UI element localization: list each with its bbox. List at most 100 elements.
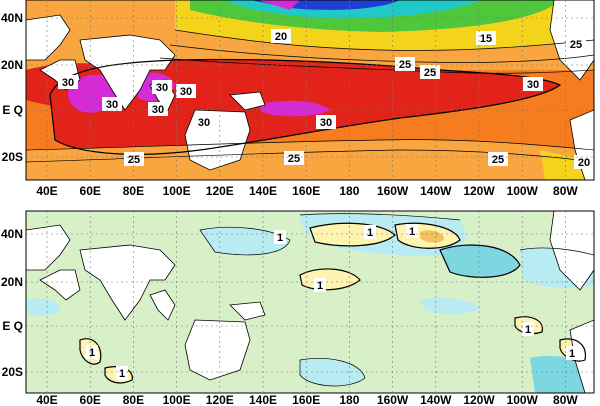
longitude-label: 140W	[420, 393, 452, 406]
longitude-label: 80E	[123, 393, 144, 406]
svg-text:30: 30	[156, 82, 168, 94]
sst-axis-labels: 40E 60E 80E 100E 120E 140E 160E 180 160W 140W 120W…	[1, 11, 578, 198]
svg-text:25: 25	[424, 67, 436, 79]
longitude-label: 40E	[36, 393, 57, 406]
svg-text:1: 1	[317, 280, 323, 292]
svg-text:25: 25	[570, 39, 582, 51]
svg-text:25: 25	[399, 59, 411, 71]
svg-text:25: 25	[288, 153, 300, 165]
longitude-label: 100W	[507, 393, 539, 406]
latitude-label: E Q	[2, 319, 23, 333]
anomaly-contour-labels: 1 1 1 1 1 1 1 1	[86, 224, 578, 380]
sst-map-frame	[25, 0, 595, 181]
svg-text:1: 1	[367, 227, 373, 239]
latitude-label: 20N	[1, 275, 23, 289]
longitude-label: 180	[339, 184, 359, 198]
longitude-label: 140E	[249, 393, 277, 406]
anomaly-map-frame	[25, 210, 595, 394]
contour-label: 1	[406, 224, 418, 238]
anomaly-contours	[79, 213, 594, 387]
anomaly-axis-labels: 40E 60E 80E 100E 120E 140E 160E 180 160W 140W 120W…	[1, 227, 578, 406]
longitude-label: 80W	[553, 393, 578, 406]
contour-label: 1	[274, 230, 286, 244]
negative-region	[440, 245, 520, 278]
contour-label: 25	[395, 57, 415, 71]
contour-label: 1	[364, 225, 376, 239]
contour-label: 30	[194, 115, 214, 129]
negative-region	[420, 298, 480, 315]
svg-text:1: 1	[409, 226, 415, 238]
contour-label: 30	[152, 80, 172, 94]
longitude-label: 160W	[377, 184, 409, 198]
contour-label: 30	[176, 84, 196, 98]
latitude-label: 40N	[1, 227, 23, 241]
longitude-label: 180	[339, 393, 359, 406]
longitude-label: 120W	[463, 184, 495, 198]
hot-patch	[258, 100, 330, 117]
contour-label: 30	[523, 77, 543, 91]
longitude-label: 160E	[292, 393, 320, 406]
svg-text:15: 15	[480, 33, 492, 45]
latitude-label: 20N	[1, 58, 23, 72]
longitude-label: 120E	[206, 393, 234, 406]
contour-label: 1	[522, 322, 534, 336]
svg-text:1: 1	[277, 232, 283, 244]
latitude-label: 20S	[2, 150, 23, 164]
contour-label: 30	[316, 115, 336, 129]
longitude-label: 40E	[36, 184, 57, 198]
contour-label: 1	[314, 278, 326, 292]
longitude-label: 120W	[463, 393, 495, 406]
svg-text:30: 30	[198, 117, 210, 129]
svg-text:30: 30	[62, 77, 74, 89]
contour-label: 25	[488, 152, 508, 166]
contour-label: 25	[420, 65, 440, 79]
contour-label: 30	[58, 75, 78, 89]
contour-label: 20	[271, 29, 291, 43]
contour-label: 25	[124, 152, 144, 166]
longitude-label: 80E	[123, 184, 144, 198]
contour-label: 1	[86, 345, 98, 359]
svg-text:20: 20	[275, 31, 287, 43]
svg-text:30: 30	[180, 86, 192, 98]
continents	[26, 211, 594, 393]
longitude-label: 140E	[249, 184, 277, 198]
sst-contours	[26, 29, 594, 163]
sst-gridlines	[26, 0, 594, 180]
longitude-label: 80W	[553, 184, 578, 198]
negative-region	[26, 298, 60, 316]
positive-region	[420, 230, 445, 243]
longitude-label: 100E	[163, 393, 191, 406]
longitude-label: 60E	[80, 393, 101, 406]
latitude-label: 40N	[1, 11, 23, 25]
svg-text:20: 20	[578, 157, 590, 169]
svg-text:30: 30	[106, 99, 118, 111]
longitude-label: 120E	[206, 184, 234, 198]
svg-text:1: 1	[525, 324, 531, 336]
contour-label: 1	[116, 366, 128, 380]
longitude-label: 60E	[80, 184, 101, 198]
svg-text:25: 25	[128, 154, 140, 166]
contour-label: 30	[102, 97, 122, 111]
longitude-label: 160W	[377, 393, 409, 406]
anomaly-gridlines	[26, 211, 594, 393]
longitude-label: 100W	[507, 184, 539, 198]
contour-label: 25	[284, 151, 304, 165]
latitude-label: 20S	[2, 365, 23, 379]
svg-text:1: 1	[119, 368, 125, 380]
svg-text:25: 25	[492, 154, 504, 166]
contour-label: 15	[476, 31, 496, 45]
sst-contour-labels: 20 15 25 25 25 30 30 30 30 30 30 30 30 2…	[58, 29, 594, 169]
svg-text:1: 1	[89, 347, 95, 359]
sst-map-panel: 20 15 25 25 25 30 30 30 30 30 30 30 30 2…	[26, 0, 594, 180]
svg-text:1: 1	[569, 348, 575, 360]
longitude-label: 160E	[292, 184, 320, 198]
svg-text:30: 30	[527, 79, 539, 91]
latitude-label: E Q	[2, 103, 23, 117]
anomaly-map-panel: 1 1 1 1 1 1 1 1	[26, 211, 594, 393]
contour-label: 20	[574, 155, 594, 169]
contour-label: 25	[566, 37, 586, 51]
contour-label: 1	[566, 346, 578, 360]
longitude-label: 100E	[163, 184, 191, 198]
svg-text:30: 30	[320, 117, 332, 129]
